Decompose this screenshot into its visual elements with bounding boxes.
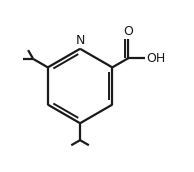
Text: N: N: [75, 34, 85, 47]
Text: OH: OH: [146, 52, 165, 64]
Text: O: O: [124, 25, 133, 38]
